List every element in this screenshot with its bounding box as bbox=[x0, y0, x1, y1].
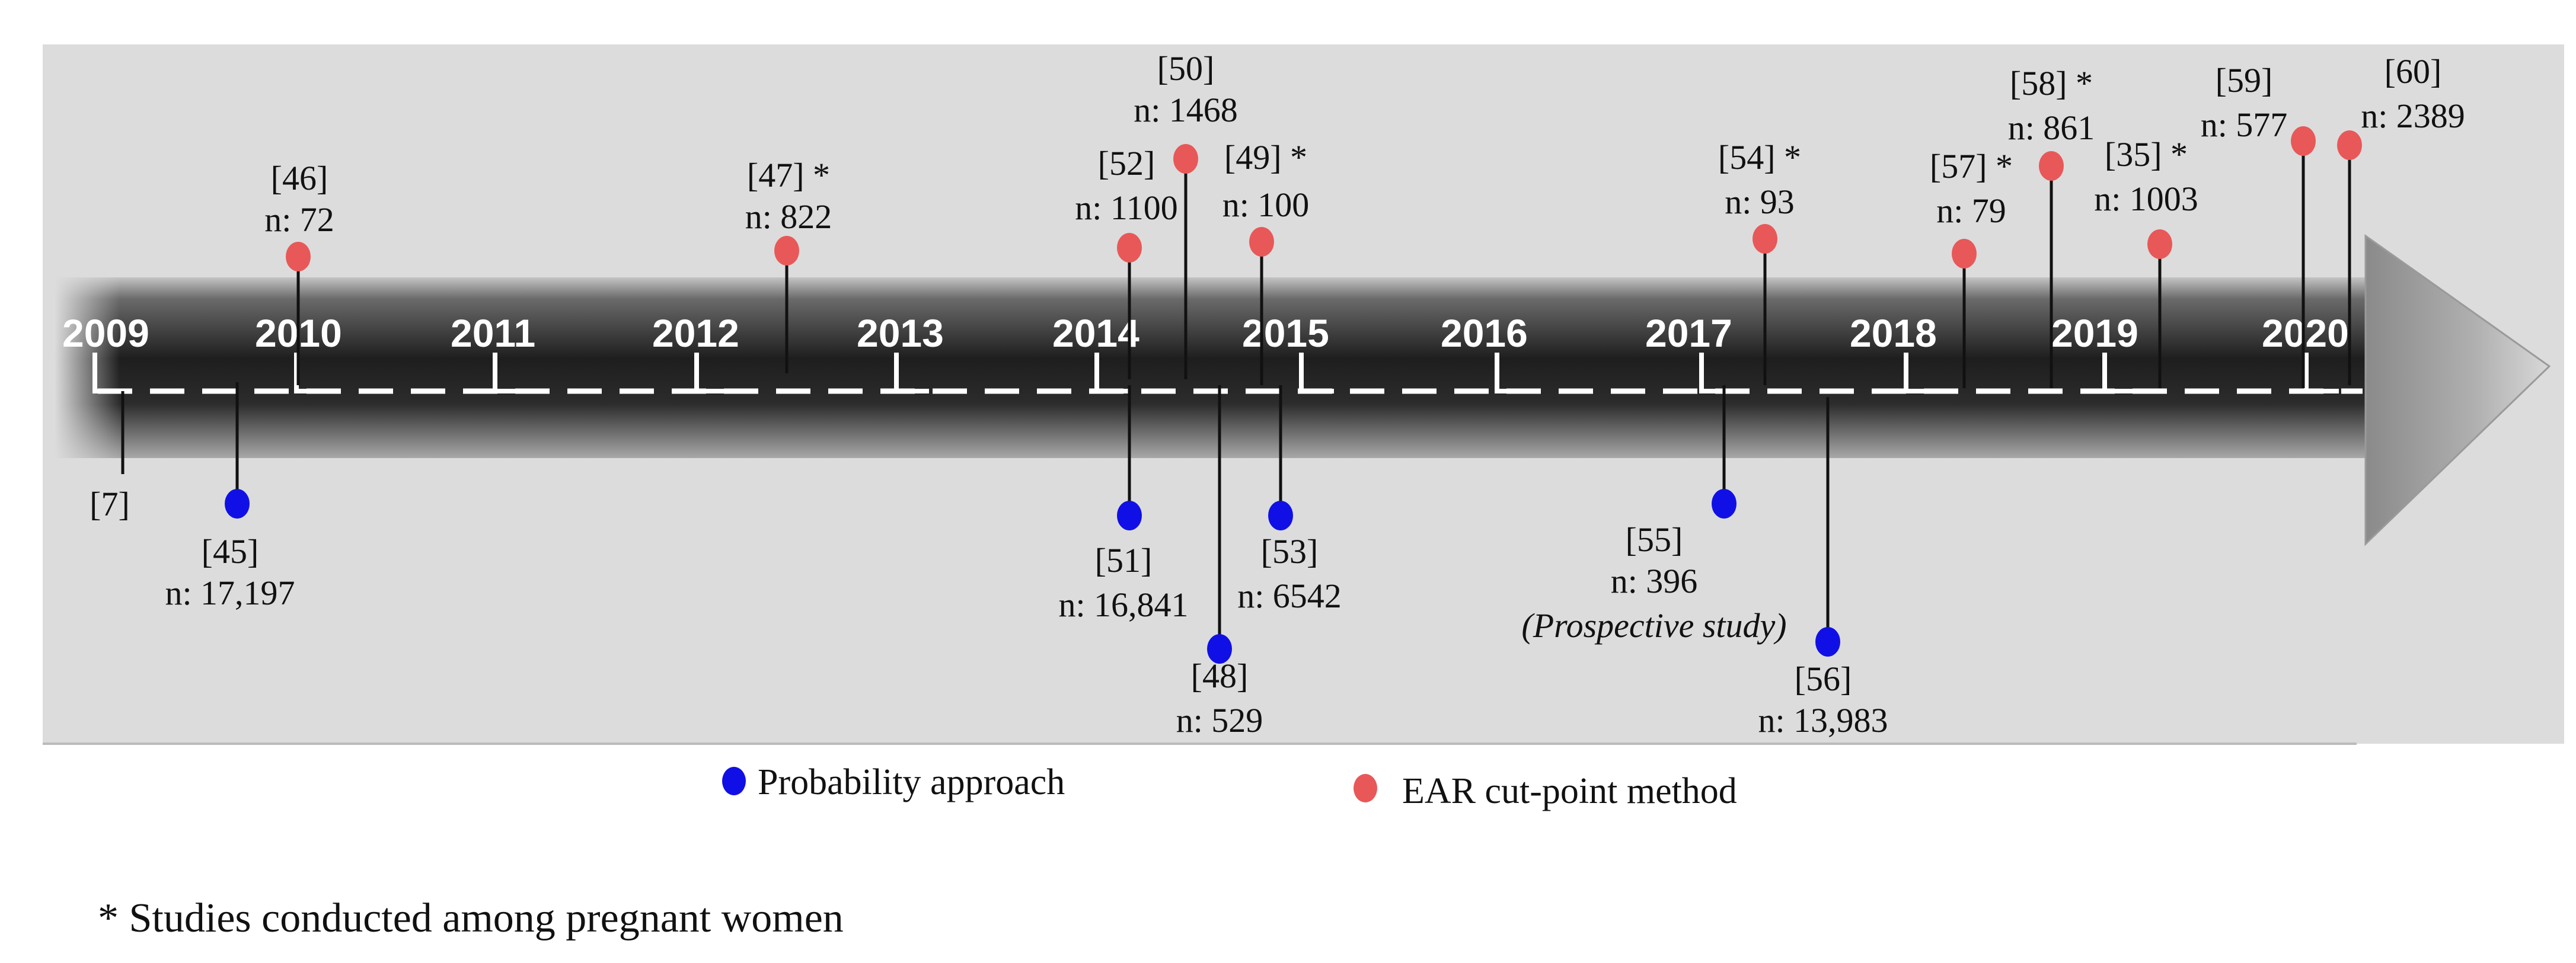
study-51-marker-probability bbox=[1117, 501, 1142, 530]
study-7-ref-label: [7] bbox=[90, 485, 130, 523]
study-46-sample-size: n: 72 bbox=[264, 200, 334, 239]
study-47-ref-label: [47] * bbox=[747, 156, 830, 194]
study-51-sample-size: n: 16,841 bbox=[1058, 586, 1188, 624]
study-labels: [7] [45]n: 17,197 [46]n: 72 [47] *n: 822 [52… bbox=[90, 49, 2465, 740]
study-52-ref-label: [52] bbox=[1098, 144, 1155, 183]
study-46-ref-label: [46] bbox=[271, 159, 328, 197]
year-label-2017: 2017 bbox=[1645, 311, 1732, 355]
study-45-marker-probability bbox=[225, 489, 250, 519]
study-55-note: (Prospective study) bbox=[1521, 606, 1786, 645]
study-54-marker-ear bbox=[1753, 224, 1777, 254]
year-tick-2012 bbox=[694, 353, 729, 393]
year-tick-2014 bbox=[1094, 353, 1129, 393]
study-52-sample-size: n: 1100 bbox=[1075, 188, 1177, 227]
study-stems bbox=[121, 126, 2362, 664]
year-label-2020: 2020 bbox=[2262, 311, 2349, 355]
legend-probability-marker bbox=[722, 767, 746, 795]
study-47-sample-size: n: 822 bbox=[745, 197, 832, 236]
legend-ear-marker bbox=[1354, 774, 1377, 802]
study-35-ref-label: [35] * bbox=[2105, 135, 2188, 174]
year-tick-2015 bbox=[1299, 353, 1334, 393]
study-59-sample-size: n: 577 bbox=[2201, 105, 2288, 144]
study-59-marker-ear bbox=[2291, 126, 2316, 156]
study-35-marker-ear bbox=[2147, 229, 2172, 259]
year-tick-2013 bbox=[894, 353, 929, 393]
study-60-marker-ear bbox=[2337, 130, 2362, 160]
year-tick-2018 bbox=[1904, 353, 1939, 393]
year-tick-2011 bbox=[493, 353, 528, 393]
study-48-sample-size: n: 529 bbox=[1176, 701, 1263, 740]
study-57-sample-size: n: 79 bbox=[1936, 191, 2006, 230]
study-53-marker-probability bbox=[1268, 501, 1293, 530]
year-tick-2016 bbox=[1495, 353, 1530, 393]
year-label-2018: 2018 bbox=[1850, 311, 1937, 355]
year-tick-2020 bbox=[2304, 353, 2339, 393]
study-49-ref-label: [49] * bbox=[1224, 138, 1307, 177]
study-35-sample-size: n: 1003 bbox=[2094, 180, 2198, 218]
study-45-sample-size: n: 17,197 bbox=[165, 574, 295, 612]
study-57-marker-ear bbox=[1952, 239, 1977, 268]
year-label-2014: 2014 bbox=[1052, 311, 1139, 355]
legend: Probability approach EAR cut-point metho… bbox=[722, 762, 1737, 811]
year-axis: 2009 2010 2011 2012 2013 2014 2015 2016 2017 2018… bbox=[62, 311, 2349, 393]
study-54-ref-label: [54] * bbox=[1718, 138, 1801, 177]
study-57-ref-label: [57] * bbox=[1930, 147, 2013, 185]
study-58-marker-ear bbox=[2039, 151, 2064, 181]
study-48-ref-label: [48] bbox=[1191, 657, 1249, 695]
study-60-ref-label: [60] bbox=[2385, 52, 2442, 91]
study-46-marker-ear bbox=[286, 242, 311, 271]
footnote: * Studies conducted among pregnant women bbox=[98, 895, 844, 941]
year-label-2013: 2013 bbox=[857, 311, 944, 355]
study-60-sample-size: n: 2389 bbox=[2361, 97, 2465, 135]
year-tick-2010 bbox=[294, 353, 329, 393]
study-55-sample-size: n: 396 bbox=[1611, 562, 1698, 600]
legend-ear-label: EAR cut-point method bbox=[1402, 771, 1737, 811]
study-58-ref-label: [58] * bbox=[2010, 64, 2093, 103]
year-label-2016: 2016 bbox=[1441, 311, 1528, 355]
study-45-ref-label: [45] bbox=[202, 532, 259, 571]
study-50-marker-ear bbox=[1173, 144, 1198, 174]
study-50-sample-size: n: 1468 bbox=[1134, 91, 1238, 129]
year-label-2019: 2019 bbox=[2051, 311, 2138, 355]
timeline-arrow bbox=[55, 234, 2551, 546]
study-52-marker-ear bbox=[1117, 233, 1142, 263]
year-label-2009: 2009 bbox=[62, 311, 149, 355]
year-label-2011: 2011 bbox=[451, 311, 535, 355]
study-54-sample-size: n: 93 bbox=[1725, 183, 1795, 221]
study-49-sample-size: n: 100 bbox=[1222, 185, 1310, 224]
study-59-ref-label: [59] bbox=[2216, 61, 2273, 100]
study-56-sample-size: n: 13,983 bbox=[1758, 701, 1888, 740]
year-tick-2009 bbox=[92, 353, 127, 393]
study-58-sample-size: n: 861 bbox=[2008, 108, 2095, 147]
study-55-marker-probability bbox=[1712, 489, 1737, 519]
study-53-ref-label: [53] bbox=[1261, 532, 1319, 571]
year-label-2015: 2015 bbox=[1242, 311, 1329, 355]
study-55-ref-label: [55] bbox=[1626, 520, 1683, 559]
legend-probability-label: Probability approach bbox=[758, 762, 1065, 802]
year-label-2012: 2012 bbox=[652, 311, 739, 355]
study-56-marker-probability bbox=[1815, 627, 1840, 657]
study-47-marker-ear bbox=[774, 236, 799, 265]
study-49-marker-ear bbox=[1249, 227, 1274, 257]
study-53-sample-size: n: 6542 bbox=[1237, 577, 1342, 615]
study-51-ref-label: [51] bbox=[1095, 541, 1153, 580]
study-50-ref-label: [50] bbox=[1157, 49, 1215, 88]
study-56-ref-label: [56] bbox=[1795, 660, 1852, 698]
year-tick-2019 bbox=[2102, 353, 2137, 393]
study-48-marker-probability bbox=[1207, 634, 1232, 664]
